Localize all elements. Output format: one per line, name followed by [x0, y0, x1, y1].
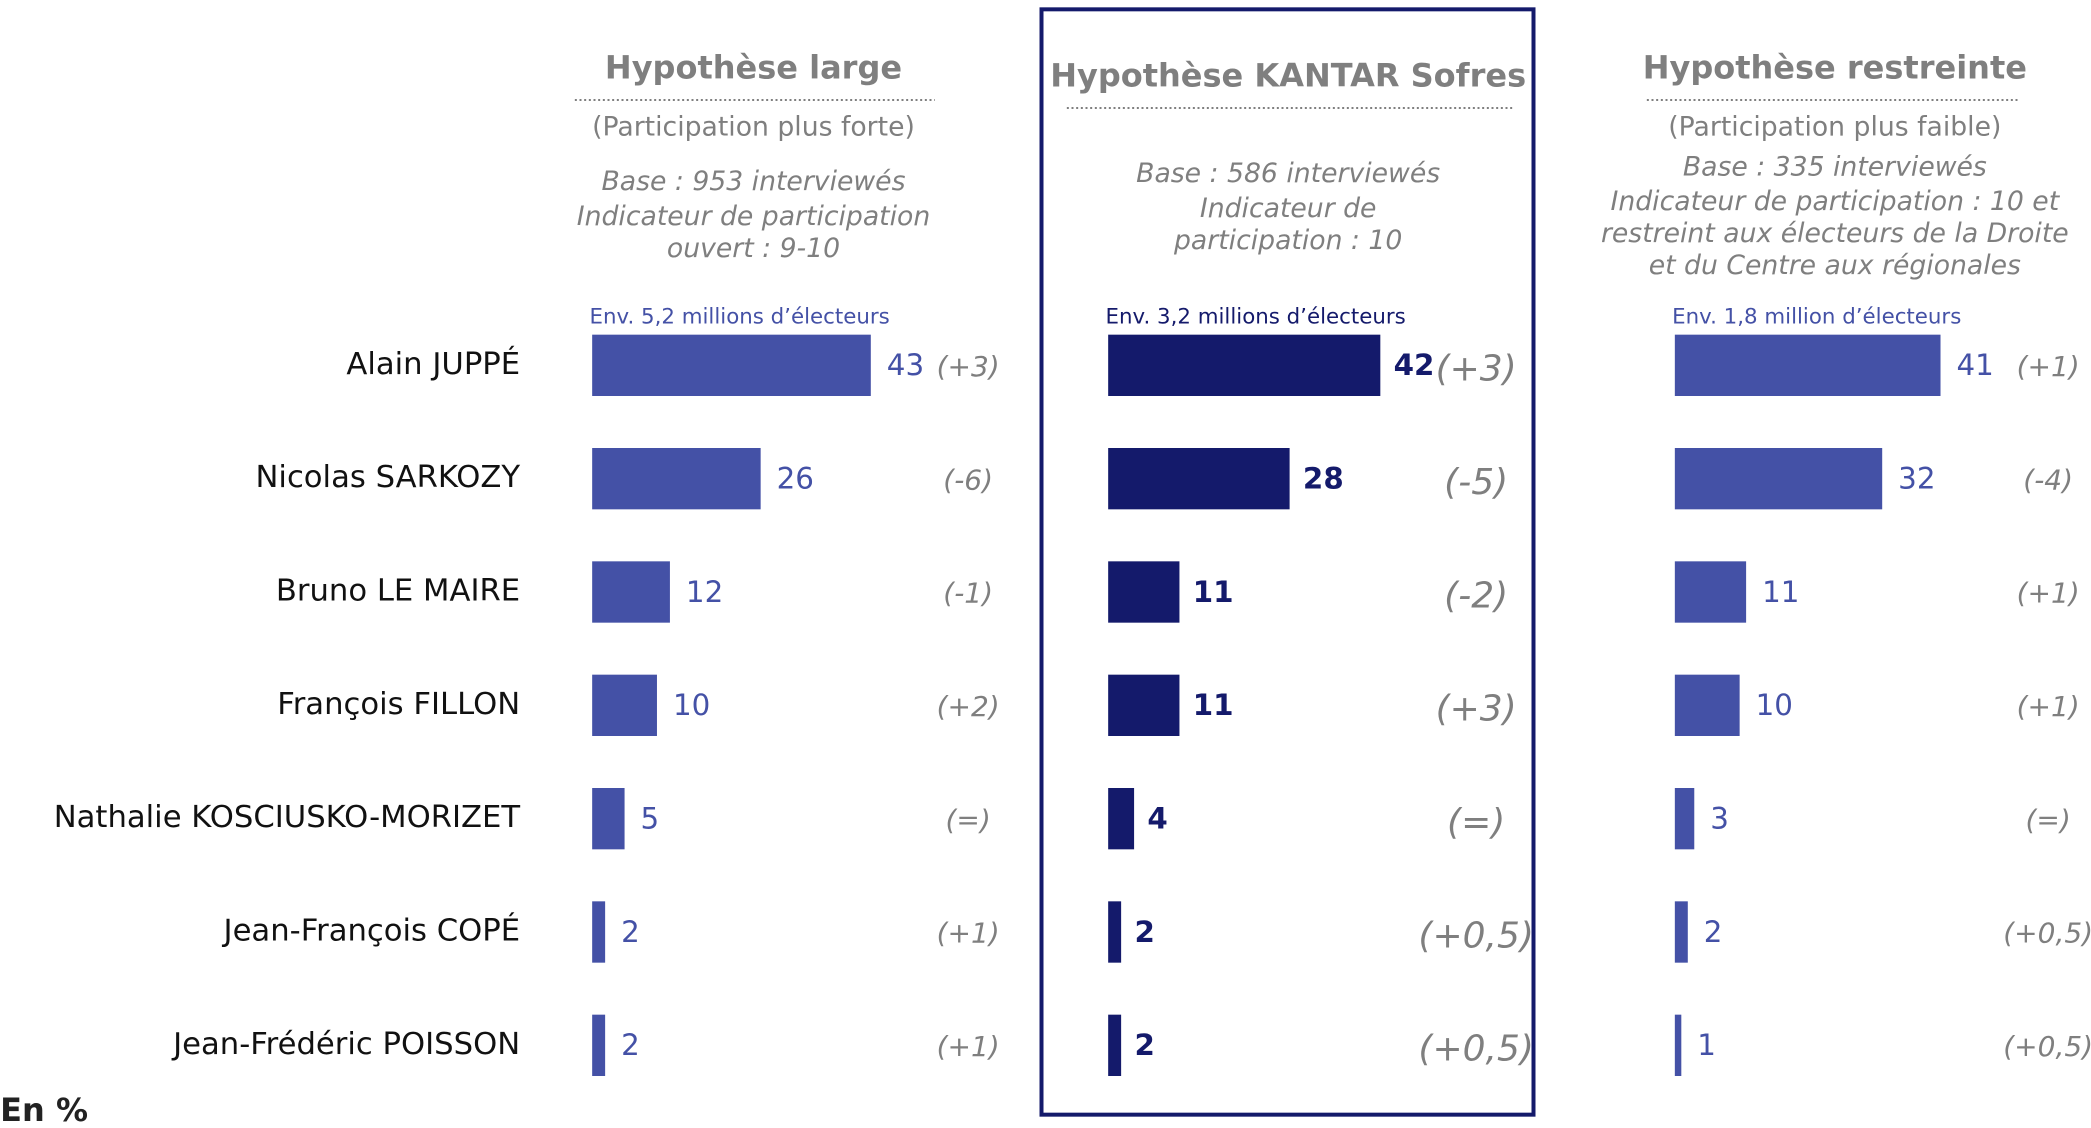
panel-title: Hypothèse large — [605, 48, 902, 86]
category-label: Jean-Frédéric POISSON — [171, 1027, 520, 1062]
value-label: 12 — [686, 575, 723, 609]
value-label: 2 — [1704, 915, 1723, 949]
bar — [1108, 448, 1290, 510]
electors-label: Env. 1,8 million d’électeurs — [1672, 304, 1961, 329]
value-label: 4 — [1147, 802, 1167, 836]
bar — [592, 561, 670, 623]
change-label: (+1) — [2017, 350, 2080, 383]
bar — [1108, 674, 1180, 736]
value-label: 10 — [673, 688, 710, 722]
bar — [1674, 674, 1740, 736]
value-label: 41 — [1957, 348, 1994, 382]
change-label: (+2) — [937, 690, 1000, 723]
panel-note: restreint aux électeurs de la Droite — [1601, 218, 2069, 249]
change-label: (+1) — [937, 1030, 1000, 1063]
electors-label: Env. 5,2 millions d’électeurs — [590, 304, 890, 329]
highlight-frame — [1039, 7, 1536, 1117]
bar — [1108, 561, 1180, 623]
panel-subtitle: (Participation plus forte) — [592, 112, 915, 143]
bar — [592, 674, 657, 736]
bar — [1108, 1014, 1122, 1076]
value-label: 2 — [1134, 915, 1154, 949]
bar — [592, 448, 761, 510]
electors-label: Env. 3,2 millions d’électeurs — [1106, 304, 1406, 329]
panel-subtitle: (Participation plus faible) — [1668, 112, 2001, 143]
category-label: Nicolas SARKOZY — [255, 460, 520, 495]
category-label: François FILLON — [277, 687, 520, 722]
change-label: (+3) — [1436, 689, 1517, 730]
value-label: 2 — [621, 915, 640, 949]
bar — [1674, 448, 1883, 510]
category-label: Jean-François COPÉ — [222, 913, 521, 949]
bar — [1108, 334, 1381, 396]
bar — [1674, 788, 1695, 850]
change-label: (=) — [2026, 803, 2071, 836]
panel-title: Hypothèse restreinte — [1643, 48, 2027, 86]
change-label: (+0,5) — [2003, 1030, 2091, 1063]
bar — [1674, 901, 1688, 963]
value-label: 11 — [1762, 575, 1799, 609]
category-label: Bruno LE MAIRE — [276, 574, 520, 609]
value-label: 28 — [1303, 462, 1344, 496]
change-label: (+0,5) — [1418, 1029, 1534, 1070]
panel-note: Indicateur de — [1200, 193, 1377, 224]
value-label: 2 — [1134, 1028, 1154, 1062]
bar — [1108, 788, 1135, 850]
panel-note: Indicateur de participation — [577, 201, 930, 232]
panel-title: Hypothèse KANTAR Sofres — [1050, 56, 1526, 94]
bar — [1108, 901, 1122, 963]
value-label: 11 — [1193, 688, 1234, 722]
panel-note: participation : 10 — [1173, 225, 1402, 256]
bar — [592, 334, 871, 396]
change-label: (+3) — [1436, 349, 1517, 390]
bar — [592, 901, 606, 963]
value-label: 42 — [1394, 348, 1435, 382]
category-label: Alain JUPPÉ — [346, 346, 520, 382]
change-label: (-4) — [2023, 463, 2073, 496]
value-label: 26 — [777, 462, 814, 496]
change-label: (+1) — [937, 917, 1000, 950]
bar — [1674, 561, 1747, 623]
change-label: (=) — [1447, 802, 1505, 843]
value-label: 10 — [1756, 688, 1793, 722]
panel-note: Indicateur de participation : 10 et — [1610, 186, 2060, 217]
change-label: (-1) — [943, 577, 993, 610]
bar — [1674, 334, 1941, 396]
bar — [592, 1014, 606, 1076]
change-label: (+1) — [2017, 577, 2080, 610]
panel-note: Base : 335 interviewés — [1683, 152, 1987, 183]
change-label: (+1) — [2017, 690, 2080, 723]
value-label: 11 — [1193, 575, 1234, 609]
change-label: (+3) — [937, 350, 1000, 383]
bar — [592, 788, 625, 850]
change-label: (-5) — [1444, 462, 1508, 503]
value-label: 3 — [1710, 802, 1729, 836]
unit-note: En % — [0, 1091, 88, 1128]
value-label: 1 — [1697, 1028, 1716, 1062]
value-label: 5 — [641, 802, 660, 836]
bar — [1674, 1014, 1682, 1076]
change-label: (-2) — [1444, 575, 1508, 616]
panel-note: et du Centre aux régionales — [1649, 250, 2021, 281]
panel-note: Base : 953 interviewés — [602, 166, 906, 197]
value-label: 43 — [887, 348, 924, 382]
change-label: (+0,5) — [1418, 915, 1534, 956]
category-label: Nathalie KOSCIUSKO-MORIZET — [54, 800, 521, 835]
value-label: 32 — [1898, 462, 1935, 496]
change-label: (-6) — [943, 463, 993, 496]
change-label: (+0,5) — [2003, 917, 2091, 950]
panel-note: Base : 586 interviewés — [1136, 158, 1440, 189]
value-label: 2 — [621, 1028, 640, 1062]
change-label: (=) — [946, 803, 991, 836]
panel-note: ouvert : 9-10 — [667, 233, 840, 264]
